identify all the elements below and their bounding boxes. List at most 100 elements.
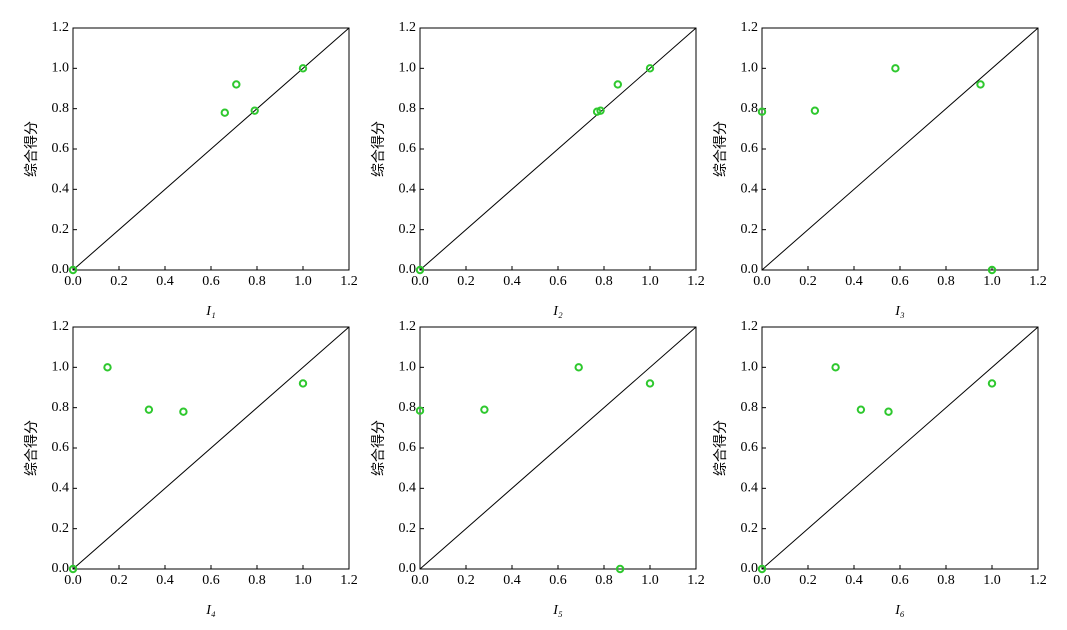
x-tick-label: 0.6	[891, 274, 909, 289]
x-tick-label: 0.8	[595, 573, 613, 588]
x-tick-label: 0.0	[64, 274, 82, 289]
y-tick-label: 0.0	[399, 262, 417, 277]
y-tick-label: 0.6	[399, 440, 417, 455]
x-tick-label: 0.4	[845, 274, 863, 289]
y-tick-label: 0.4	[399, 481, 417, 496]
scatter-point	[757, 107, 767, 116]
x-axis-label: I₂	[552, 304, 563, 319]
y-axis-label: 综合得分	[712, 121, 729, 177]
y-tick-label: 1.2	[399, 319, 417, 334]
x-tick-label: 1.2	[340, 274, 358, 289]
y-tick-label: 0.2	[52, 521, 70, 536]
scatter-point	[103, 363, 112, 372]
diagonal	[72, 27, 350, 271]
y-tick-label: 0.0	[399, 561, 417, 576]
x-tick-label: 0.6	[549, 573, 567, 588]
scatter-point	[596, 106, 605, 115]
y-tick-label: 0.6	[52, 141, 70, 156]
scatter-point	[810, 106, 820, 115]
y-axis-label: 综合得分	[712, 420, 729, 476]
x-tick-label: 0.8	[937, 573, 955, 588]
y-tick-label: 0.2	[399, 222, 417, 237]
x-tick-label: 0.4	[156, 573, 174, 588]
y-tick-label: 0.8	[399, 400, 417, 415]
y-tick-label: 0.6	[741, 440, 759, 455]
y-tick-label: 0.8	[741, 400, 759, 415]
y-tick-label: 1.0	[741, 61, 759, 76]
y-tick-label: 1.0	[399, 61, 417, 76]
y-tick-label: 0.2	[741, 521, 759, 536]
y-tick-label: 1.2	[741, 319, 759, 334]
y-tick-label: 0.4	[52, 481, 70, 496]
y-axis-label: 综合得分	[23, 420, 40, 476]
y-tick-label: 0.4	[399, 182, 417, 197]
scatter-point	[976, 80, 985, 89]
x-tick-label: 1.0	[641, 573, 659, 588]
x-tick-label: 0.2	[457, 274, 475, 289]
diagonal	[72, 326, 350, 570]
y-tick-label: 1.2	[741, 20, 759, 35]
y-tick-label: 0.0	[741, 262, 759, 277]
y-tick-label: 0.4	[52, 182, 70, 197]
x-tick-label: 0.4	[503, 274, 521, 289]
y-axis-label: 综合得分	[23, 121, 40, 177]
scatter-point	[574, 363, 583, 372]
x-tick-label: 0.2	[110, 274, 128, 289]
y-axis-label: 综合得分	[370, 121, 387, 177]
scatter-point	[250, 106, 259, 115]
scatter-point	[480, 405, 489, 414]
scatter-point	[68, 564, 78, 574]
x-tick-label: 0.0	[64, 573, 82, 588]
x-tick-label: 1.2	[687, 274, 705, 289]
x-tick-label: 0.8	[937, 274, 955, 289]
x-tick-label: 1.2	[687, 573, 705, 588]
x-tick-label: 0.2	[799, 573, 817, 588]
x-tick-label: 1.0	[641, 274, 659, 289]
y-tick-label: 0.2	[52, 222, 70, 237]
scatter-point	[645, 379, 655, 388]
y-tick-label: 1.2	[399, 20, 417, 35]
x-axis-label: I₁	[205, 304, 216, 319]
y-tick-label: 0.6	[399, 141, 417, 156]
scatter-point	[884, 407, 893, 416]
x-tick-label: 0.8	[595, 274, 613, 289]
y-tick-label: 1.0	[52, 360, 70, 375]
x-axis-label: I₃	[894, 304, 905, 319]
x-tick-label: 0.0	[753, 573, 771, 588]
y-tick-label: 0.8	[52, 400, 70, 415]
x-tick-label: 0.0	[411, 573, 429, 588]
x-tick-label: 0.0	[753, 274, 771, 289]
y-axis-label: 综合得分	[370, 420, 387, 476]
x-axis-label: I₄	[205, 603, 216, 618]
x-axis-label: I₅	[552, 603, 563, 618]
scatter-point	[856, 405, 866, 414]
x-tick-label: 1.2	[1029, 274, 1047, 289]
y-tick-label: 0.2	[741, 222, 759, 237]
scatter-point	[987, 265, 997, 275]
x-tick-label: 0.8	[248, 274, 266, 289]
y-tick-label: 1.0	[52, 61, 70, 76]
y-tick-label: 0.2	[399, 521, 417, 536]
x-tick-label: 0.0	[411, 274, 429, 289]
y-tick-label: 0.0	[52, 561, 70, 576]
x-tick-label: 0.6	[891, 573, 909, 588]
scatter-point	[757, 564, 767, 574]
scatter-point	[415, 406, 425, 415]
scatter-point	[298, 64, 308, 73]
scatter-point	[179, 407, 188, 416]
diagonal	[419, 27, 697, 271]
x-tick-label: 0.6	[549, 274, 567, 289]
y-tick-label: 0.4	[741, 182, 759, 197]
y-tick-label: 0.8	[741, 101, 759, 116]
x-tick-label: 1.0	[983, 573, 1001, 588]
y-tick-label: 1.2	[52, 20, 70, 35]
x-tick-label: 0.2	[799, 274, 817, 289]
x-tick-label: 0.4	[503, 573, 521, 588]
scatter-point	[645, 64, 655, 73]
y-tick-label: 0.8	[399, 101, 417, 116]
x-tick-label: 0.8	[248, 573, 266, 588]
y-tick-label: 0.6	[52, 440, 70, 455]
y-tick-label: 0.4	[741, 481, 759, 496]
diagonal	[761, 326, 1039, 570]
